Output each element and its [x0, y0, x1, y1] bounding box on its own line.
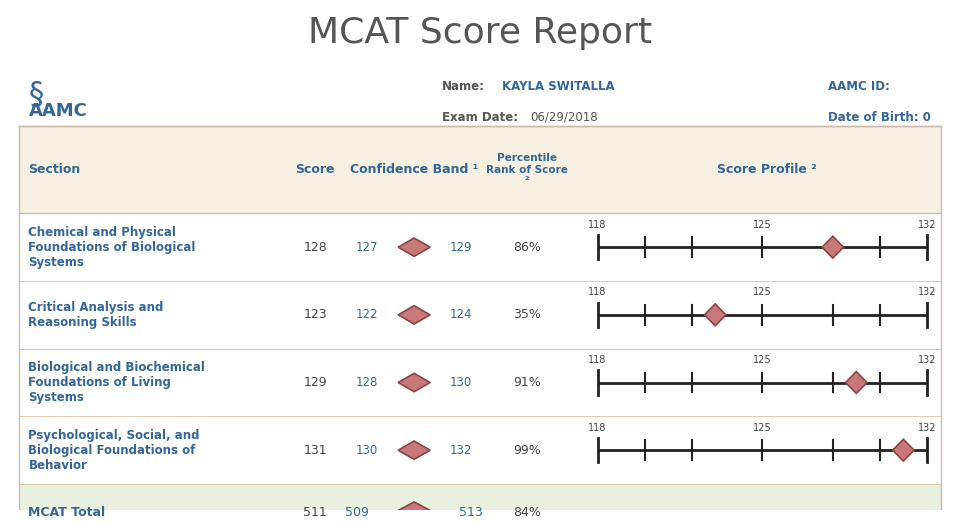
- Text: 509: 509: [345, 506, 369, 519]
- Text: AAMC ID:: AAMC ID:: [828, 80, 890, 93]
- Bar: [19, 349, 941, 417]
- Polygon shape: [398, 238, 430, 256]
- Text: 513: 513: [459, 506, 483, 519]
- Text: Percentile
Rank of Score
²: Percentile Rank of Score ²: [486, 153, 568, 186]
- Text: 118: 118: [588, 423, 607, 433]
- Text: 130: 130: [356, 444, 378, 457]
- Text: Score: Score: [296, 163, 335, 176]
- Polygon shape: [398, 306, 430, 324]
- Text: 511: 511: [303, 506, 327, 519]
- Text: 125: 125: [753, 287, 772, 297]
- Bar: [19, 214, 941, 281]
- Text: 124: 124: [450, 308, 472, 321]
- Bar: [19, 281, 941, 349]
- Text: 125: 125: [753, 355, 772, 365]
- Polygon shape: [398, 373, 430, 392]
- Polygon shape: [395, 502, 434, 523]
- Text: 91%: 91%: [514, 376, 540, 389]
- Text: 132: 132: [918, 220, 936, 230]
- Text: 06/29/2018: 06/29/2018: [530, 111, 597, 124]
- Text: Psychological, Social, and
Biological Foundations of
Behavior: Psychological, Social, and Biological Fo…: [29, 429, 200, 472]
- Text: 123: 123: [303, 308, 327, 321]
- Text: 132: 132: [918, 287, 936, 297]
- Text: 127: 127: [356, 241, 378, 254]
- Polygon shape: [705, 304, 726, 326]
- Text: Score Profile ²: Score Profile ²: [717, 163, 817, 176]
- Text: 122: 122: [356, 308, 378, 321]
- Text: 130: 130: [450, 376, 472, 389]
- Polygon shape: [846, 371, 867, 393]
- Text: Critical Analysis and
Reasoning Skills: Critical Analysis and Reasoning Skills: [29, 301, 164, 329]
- Text: Date of Birth: 0: Date of Birth: 0: [828, 111, 931, 124]
- Bar: [19, 126, 941, 214]
- Text: 129: 129: [450, 241, 472, 254]
- Text: 132: 132: [450, 444, 472, 457]
- Text: 99%: 99%: [514, 444, 540, 457]
- Text: 125: 125: [753, 423, 772, 433]
- Text: KAYLA SWITALLA: KAYLA SWITALLA: [502, 80, 614, 93]
- Text: 35%: 35%: [513, 308, 541, 321]
- Bar: [19, 417, 941, 484]
- Text: §: §: [29, 80, 43, 109]
- Text: 128: 128: [356, 376, 378, 389]
- Text: 118: 118: [588, 220, 607, 230]
- Text: Name:: Name:: [443, 80, 486, 93]
- Text: Confidence Band ¹: Confidence Band ¹: [350, 163, 478, 176]
- Polygon shape: [822, 236, 844, 258]
- Text: MCAT Total: MCAT Total: [29, 506, 106, 519]
- Text: 132: 132: [918, 423, 936, 433]
- Text: MCAT Score Report: MCAT Score Report: [308, 16, 652, 50]
- Text: 84%: 84%: [513, 506, 541, 519]
- Text: Exam Date:: Exam Date:: [443, 111, 518, 124]
- Bar: [19, 484, 941, 526]
- Text: Chemical and Physical
Foundations of Biological
Systems: Chemical and Physical Foundations of Bio…: [29, 226, 196, 269]
- Text: 125: 125: [753, 220, 772, 230]
- Text: 132: 132: [918, 355, 936, 365]
- Text: AAMC: AAMC: [29, 102, 87, 120]
- Text: 118: 118: [588, 355, 607, 365]
- Text: 86%: 86%: [513, 241, 541, 254]
- Text: 129: 129: [303, 376, 327, 389]
- Text: Biological and Biochemical
Foundations of Living
Systems: Biological and Biochemical Foundations o…: [29, 361, 205, 404]
- Polygon shape: [893, 439, 914, 461]
- Text: Section: Section: [29, 163, 81, 176]
- Text: 118: 118: [588, 287, 607, 297]
- Polygon shape: [398, 441, 430, 459]
- Text: 128: 128: [303, 241, 327, 254]
- Text: 131: 131: [303, 444, 327, 457]
